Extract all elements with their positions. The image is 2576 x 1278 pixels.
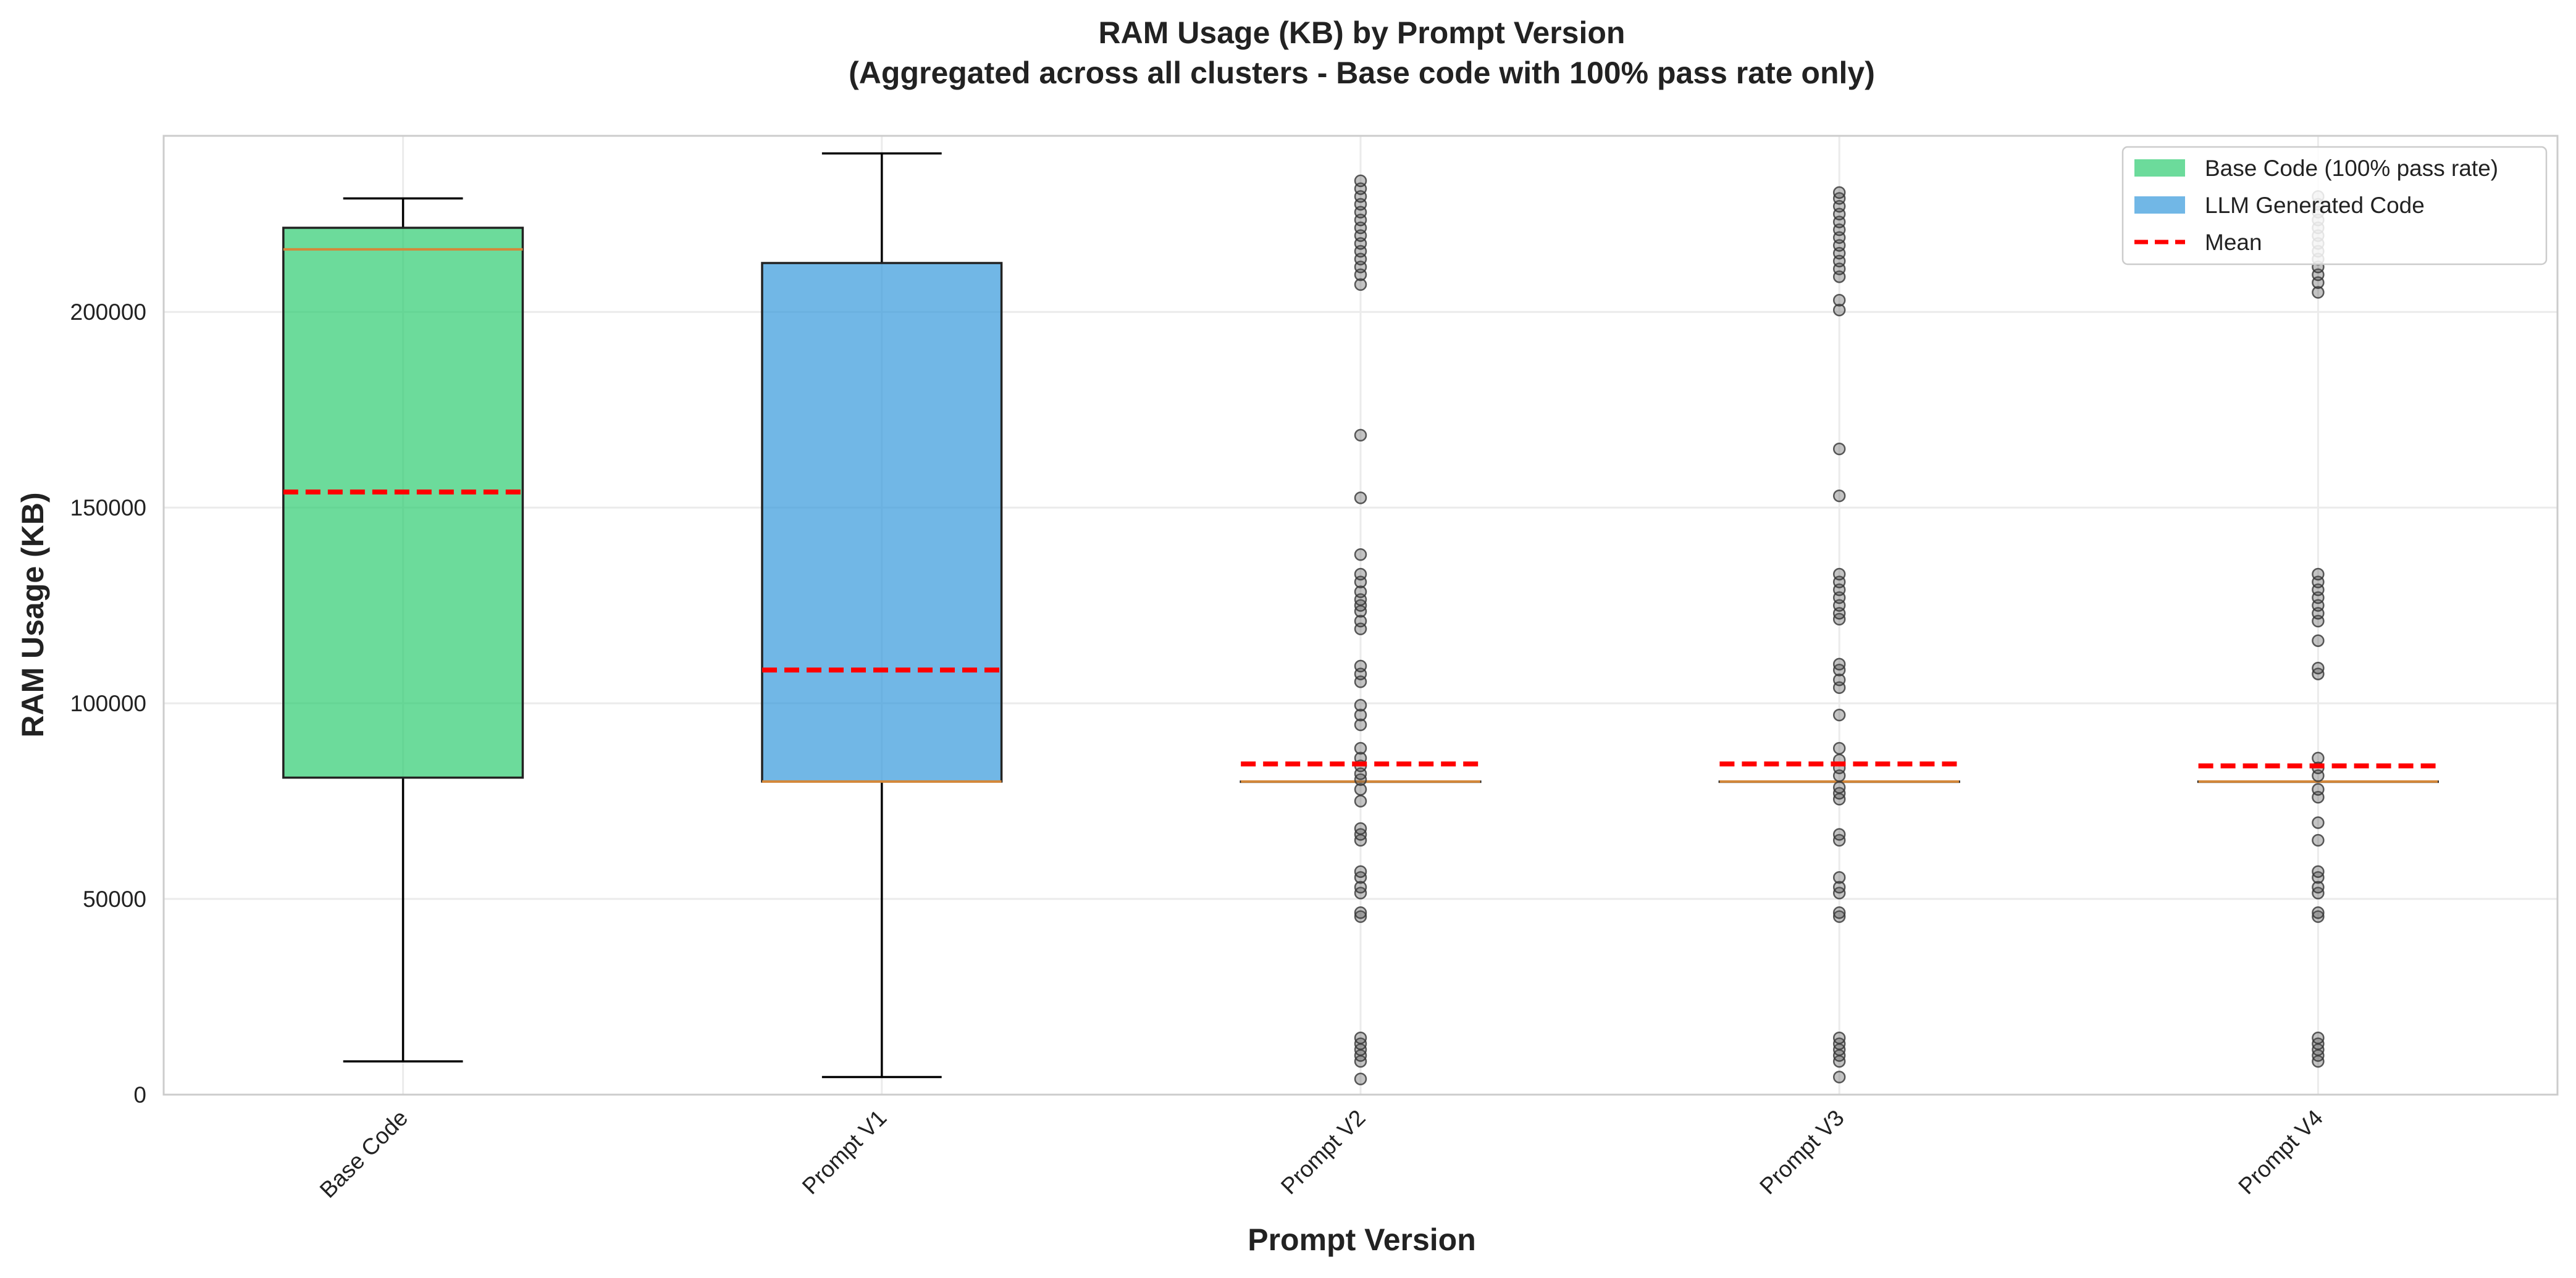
legend-label-base-code: Base Code (100% pass rate) — [2205, 156, 2498, 181]
y-axis-label: RAM Usage (KB) — [15, 492, 50, 737]
outlier-point — [1832, 658, 1846, 670]
box-iqr — [282, 227, 524, 779]
chart-subtitle: (Aggregated across all clusters - Base c… — [849, 56, 1875, 90]
legend-frame — [2121, 146, 2548, 265]
box-group — [761, 152, 1003, 1079]
outlier-point — [1832, 186, 1846, 199]
outlier-point — [1354, 699, 1367, 712]
outlier-point — [1354, 428, 1367, 442]
outlier-point — [1354, 567, 1367, 581]
y-tick-label: 150000 — [70, 495, 146, 520]
outlier-point — [1832, 741, 1846, 755]
outlier-point — [1832, 708, 1846, 722]
outlier-point — [1832, 828, 1846, 841]
outlier-point — [1354, 906, 1367, 919]
legend-swatch-llm-code — [2134, 196, 2185, 214]
outlier-point — [1354, 548, 1367, 561]
outlier-point — [1354, 614, 1367, 628]
outlier-point — [2312, 783, 2325, 796]
outlier-point — [1354, 741, 1367, 755]
outlier-point — [2312, 833, 2325, 847]
outlier-point — [1832, 489, 1846, 503]
y-tick-label: 0 — [133, 1082, 146, 1108]
outlier-point — [2312, 751, 2325, 765]
box-group — [1718, 186, 1960, 1084]
outlier-point — [2312, 865, 2325, 878]
y-tick-label: 50000 — [83, 887, 146, 912]
outlier-point — [2312, 634, 2325, 647]
outlier-point — [1354, 1031, 1367, 1045]
outlier-point — [1832, 781, 1846, 794]
outlier-point — [1832, 293, 1846, 307]
outlier-point — [1832, 1031, 1846, 1045]
outlier-point — [1354, 795, 1367, 808]
outlier-point — [1354, 708, 1367, 722]
plot-area-frame — [162, 135, 2559, 1096]
outlier-point — [1354, 659, 1367, 673]
outlier-point — [2312, 906, 2325, 919]
outlier-point — [1832, 910, 1846, 923]
outlier-point — [1832, 871, 1846, 884]
outlier-point — [1354, 585, 1367, 598]
outlier-point — [2312, 661, 2325, 675]
outlier-point — [1354, 718, 1367, 732]
outlier-point — [1832, 442, 1846, 456]
outlier-point — [1354, 865, 1367, 878]
chart-title: RAM Usage (KB) by Prompt Version — [1099, 15, 1626, 50]
legend-label-llm-code: LLM Generated Code — [2205, 193, 2425, 218]
outlier-point — [1354, 278, 1367, 291]
outlier-point — [1832, 673, 1846, 687]
outlier-point — [1832, 1071, 1846, 1084]
outlier-point — [1354, 880, 1367, 894]
box-group — [1240, 174, 1482, 1085]
outlier-point — [2312, 286, 2325, 299]
outlier-point — [1354, 910, 1367, 923]
outlier-point — [2312, 910, 2325, 923]
outlier-point — [1354, 822, 1367, 835]
y-tick-label: 100000 — [70, 691, 146, 716]
outlier-point — [2312, 567, 2325, 581]
outlier-point — [1354, 174, 1367, 188]
outlier-point — [1832, 567, 1846, 581]
outlier-point — [2312, 1031, 2325, 1045]
legend-label-mean: Mean — [2205, 230, 2262, 255]
box-group — [282, 197, 524, 1063]
legend: Base Code (100% pass rate) LLM Generated… — [2121, 146, 2548, 265]
x-axis-label: Prompt Version — [1248, 1222, 1476, 1257]
outlier-point — [1832, 880, 1846, 894]
y-tick-label: 200000 — [70, 299, 146, 325]
outlier-point — [1354, 783, 1367, 796]
box-iqr — [761, 262, 1003, 783]
outlier-point — [1832, 906, 1846, 919]
outlier-point — [1354, 491, 1367, 504]
outlier-point — [2312, 816, 2325, 829]
legend-swatch-base-code — [2134, 159, 2185, 177]
outlier-point — [1354, 1072, 1367, 1085]
outlier-point — [1832, 303, 1846, 317]
outlier-point — [2312, 880, 2325, 894]
